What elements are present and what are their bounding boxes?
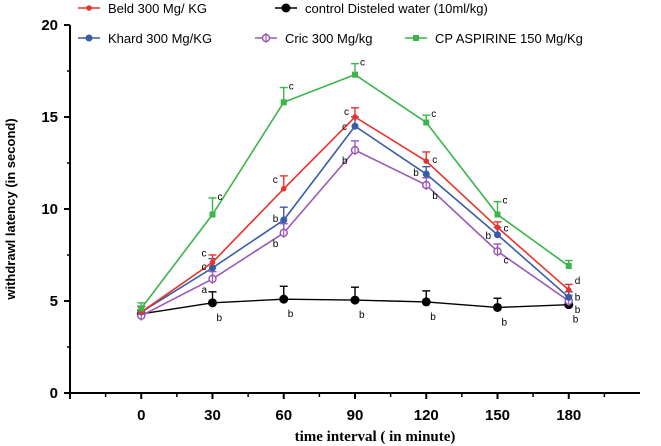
legend-item: CP ASPIRINE 150 Mg/Kg bbox=[405, 31, 583, 46]
data-point bbox=[209, 259, 216, 266]
legend-label: control Disteled water (10ml/kg) bbox=[305, 1, 488, 16]
data-point bbox=[208, 298, 217, 308]
data-point bbox=[493, 302, 502, 312]
significance-label: c bbox=[342, 122, 347, 133]
significance-label: c bbox=[344, 107, 349, 118]
significance-label: c bbox=[218, 192, 223, 203]
data-point bbox=[565, 287, 572, 293]
data-point bbox=[421, 297, 431, 307]
data-point bbox=[138, 305, 145, 312]
significance-label: b bbox=[575, 305, 581, 316]
significance-label: b bbox=[273, 239, 279, 250]
series-3 bbox=[137, 140, 573, 321]
significance-label: b bbox=[359, 310, 365, 321]
data-point bbox=[494, 211, 501, 218]
data-point bbox=[280, 216, 288, 224]
series-0 bbox=[137, 107, 573, 315]
data-point bbox=[279, 294, 289, 304]
data-point bbox=[85, 34, 93, 42]
legend-label: Khard 300 Mg/KG bbox=[108, 31, 212, 46]
significance-label: b bbox=[430, 312, 436, 323]
significance-label: b bbox=[575, 292, 581, 303]
significance-label: b bbox=[486, 231, 492, 242]
significance-label: d bbox=[575, 276, 581, 287]
significance-label: b bbox=[342, 156, 348, 167]
significance-label: b bbox=[217, 313, 223, 324]
x-axis-label: time interval ( in minute) bbox=[295, 429, 456, 445]
legend: Beld 300 Mg/ KG control Disteled water (1… bbox=[78, 1, 583, 46]
data-point bbox=[423, 119, 430, 126]
y-tick-label: 20 bbox=[41, 17, 58, 34]
significance-label: b bbox=[502, 317, 508, 328]
data-point bbox=[423, 158, 430, 164]
significance-label: b bbox=[573, 315, 579, 326]
significance-label: c bbox=[503, 196, 508, 207]
x-tick-label: 120 bbox=[414, 407, 439, 424]
significance-label: a bbox=[202, 285, 208, 296]
significance-label: b bbox=[273, 214, 279, 225]
data-point bbox=[565, 263, 572, 270]
significance-label: c bbox=[504, 255, 509, 266]
series-4 bbox=[137, 62, 573, 312]
y-tick-label: 10 bbox=[41, 201, 58, 218]
data-point bbox=[565, 293, 573, 301]
legend-item: Khard 300 Mg/KG bbox=[78, 31, 212, 46]
x-tick-label: 180 bbox=[556, 407, 581, 424]
legend-label: Beld 300 Mg/ KG bbox=[108, 1, 207, 16]
x-tick-label: 150 bbox=[485, 407, 510, 424]
significance-label: c bbox=[202, 248, 207, 259]
significance-label: b bbox=[288, 309, 294, 320]
data-point bbox=[86, 5, 92, 11]
axes: 0 5 10 15 20 0 30 60 90 120 150 180 bbox=[41, 17, 640, 424]
significance-label: c bbox=[360, 58, 365, 69]
legend-label: Cric 300 Mg/kg bbox=[285, 31, 372, 46]
data-point bbox=[351, 122, 359, 130]
y-tick-label: 0 bbox=[50, 385, 58, 402]
data-point bbox=[281, 3, 291, 13]
significance-label: b bbox=[432, 191, 438, 202]
data-point bbox=[209, 211, 216, 218]
significance-label: c bbox=[504, 223, 509, 234]
data-point bbox=[494, 224, 501, 231]
significance-label: c bbox=[432, 155, 437, 166]
x-tick-label: 90 bbox=[347, 407, 364, 424]
data-point bbox=[422, 170, 430, 178]
significance-label: c bbox=[273, 175, 278, 186]
data-point bbox=[413, 35, 419, 41]
y-tick-label: 15 bbox=[41, 109, 58, 126]
significance-label: c bbox=[289, 82, 294, 93]
significance-label: c bbox=[202, 262, 207, 273]
data-point bbox=[352, 71, 358, 78]
data-point bbox=[352, 114, 358, 120]
legend-item: Cric 300 Mg/kg bbox=[255, 31, 372, 46]
legend-item: Beld 300 Mg/ KG bbox=[78, 1, 207, 16]
y-axis-label: withdrawl latency (in second) bbox=[3, 118, 18, 300]
x-tick-label: 30 bbox=[204, 407, 221, 424]
data-point bbox=[280, 99, 287, 106]
legend-label: CP ASPIRINE 150 Mg/Kg bbox=[435, 31, 583, 46]
x-tick-label: 60 bbox=[275, 407, 292, 424]
data-point bbox=[280, 185, 287, 192]
data-point bbox=[494, 231, 501, 239]
series-layer bbox=[136, 62, 574, 321]
significance-label: c bbox=[431, 109, 436, 120]
legend-item: control Disteled water (10ml/kg) bbox=[275, 1, 488, 16]
significance-label: b bbox=[413, 168, 419, 179]
data-point bbox=[209, 264, 216, 272]
x-tick-label: 0 bbox=[137, 407, 145, 424]
y-tick-label: 5 bbox=[50, 293, 58, 310]
data-point bbox=[350, 295, 360, 305]
